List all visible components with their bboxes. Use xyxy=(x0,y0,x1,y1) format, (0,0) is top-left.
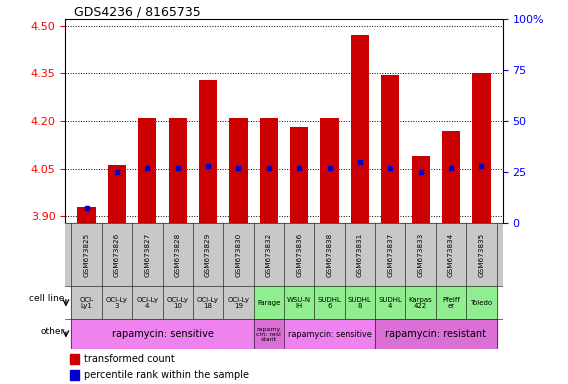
Text: GSM673832: GSM673832 xyxy=(266,232,272,276)
Bar xyxy=(436,286,466,319)
Text: GSM673837: GSM673837 xyxy=(387,232,393,276)
Bar xyxy=(284,319,375,349)
Text: SUDHL
6: SUDHL 6 xyxy=(318,296,341,309)
Text: SUDHL
4: SUDHL 4 xyxy=(378,296,402,309)
Text: rapamycin: resistant: rapamycin: resistant xyxy=(385,329,486,339)
Text: GSM673835: GSM673835 xyxy=(478,232,485,276)
Text: GSM673834: GSM673834 xyxy=(448,232,454,276)
Bar xyxy=(138,118,156,223)
Text: GSM673826: GSM673826 xyxy=(114,232,120,276)
Bar xyxy=(254,319,284,349)
Text: Farage: Farage xyxy=(257,300,281,306)
Text: SUDHL
8: SUDHL 8 xyxy=(348,296,372,309)
Bar xyxy=(473,73,491,223)
Text: cell line: cell line xyxy=(30,295,65,303)
Bar xyxy=(193,286,223,319)
Text: OCI-Ly
10: OCI-Ly 10 xyxy=(166,296,189,309)
Bar xyxy=(169,118,187,223)
Bar xyxy=(199,79,217,223)
Bar xyxy=(466,286,496,319)
Bar xyxy=(375,319,496,349)
Bar xyxy=(345,286,375,319)
Bar xyxy=(102,286,132,319)
Text: GSM673831: GSM673831 xyxy=(357,232,363,276)
Bar xyxy=(412,156,430,223)
Text: other: other xyxy=(40,327,65,336)
Text: Toledo: Toledo xyxy=(470,300,492,306)
Text: OCI-
Ly1: OCI- Ly1 xyxy=(80,296,94,309)
Bar xyxy=(406,286,436,319)
Bar xyxy=(70,354,80,364)
Bar xyxy=(254,286,284,319)
Bar xyxy=(229,118,248,223)
Text: GSM673838: GSM673838 xyxy=(327,232,332,276)
Bar xyxy=(351,35,369,223)
Bar xyxy=(260,118,278,223)
Text: GSM673827: GSM673827 xyxy=(144,232,151,276)
Bar xyxy=(442,131,460,223)
Text: rapamycin: sensitive: rapamycin: sensitive xyxy=(111,329,214,339)
Bar xyxy=(72,286,102,319)
Text: transformed count: transformed count xyxy=(83,354,174,364)
Text: Karpas
422: Karpas 422 xyxy=(409,296,433,309)
Bar xyxy=(132,286,162,319)
Text: Pfeiff
er: Pfeiff er xyxy=(442,296,460,309)
Bar xyxy=(381,75,399,223)
Bar xyxy=(223,286,254,319)
Text: rapamy
cin: resi
stant: rapamy cin: resi stant xyxy=(256,327,281,342)
Text: OCI-Ly
18: OCI-Ly 18 xyxy=(197,296,219,309)
Text: GSM673825: GSM673825 xyxy=(83,232,90,276)
Text: OCI-Ly
4: OCI-Ly 4 xyxy=(136,296,158,309)
Text: WSU-N
IH: WSU-N IH xyxy=(287,296,311,309)
Bar xyxy=(314,286,345,319)
Text: GSM673830: GSM673830 xyxy=(236,232,241,276)
Text: GSM673829: GSM673829 xyxy=(205,232,211,276)
Bar xyxy=(320,118,339,223)
Bar xyxy=(77,207,95,223)
Text: GSM673836: GSM673836 xyxy=(296,232,302,276)
Bar xyxy=(72,319,254,349)
Bar xyxy=(290,127,308,223)
Text: GDS4236 / 8165735: GDS4236 / 8165735 xyxy=(74,5,201,18)
Text: OCI-Ly
3: OCI-Ly 3 xyxy=(106,296,128,309)
Bar xyxy=(70,370,80,380)
Bar xyxy=(162,286,193,319)
Bar xyxy=(284,286,314,319)
Text: OCI-Ly
19: OCI-Ly 19 xyxy=(227,296,249,309)
Text: GSM673833: GSM673833 xyxy=(417,232,424,276)
Text: GSM673828: GSM673828 xyxy=(175,232,181,276)
Bar xyxy=(375,286,406,319)
Bar xyxy=(108,166,126,223)
Text: percentile rank within the sample: percentile rank within the sample xyxy=(83,370,249,380)
Text: rapamycin: sensitive: rapamycin: sensitive xyxy=(287,330,371,339)
